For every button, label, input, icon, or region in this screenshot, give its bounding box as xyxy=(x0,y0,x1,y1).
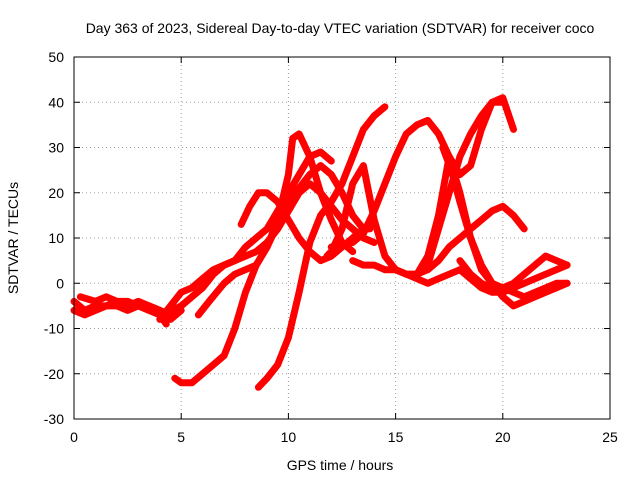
x-tick-label: 20 xyxy=(495,429,511,445)
x-tick-label: 15 xyxy=(388,429,404,445)
series-line-track-9 xyxy=(254,103,389,391)
x-tick-labels: 0 5 10 15 20 25 xyxy=(70,429,618,445)
y-tick-labels: -30 -20 -10 0 10 20 30 40 50 xyxy=(44,49,64,427)
y-axis-label: SDTVAR / TECUs xyxy=(5,182,21,294)
x-tick-label: 10 xyxy=(281,429,297,445)
series-line-track-15 xyxy=(439,144,571,310)
y-tick-label: 50 xyxy=(48,49,64,65)
series-line-track-11 xyxy=(327,94,517,251)
series-line-track-2 xyxy=(70,302,170,328)
x-tick-label: 0 xyxy=(70,429,78,445)
y-tick-label: 10 xyxy=(48,230,64,246)
y-tick-label: 40 xyxy=(48,94,64,110)
axis-ticks xyxy=(73,56,611,420)
series-line-track-4 xyxy=(156,148,335,323)
x-tick-label: 25 xyxy=(602,429,618,445)
series-line-track-13 xyxy=(392,261,571,296)
y-tick-label: 30 xyxy=(48,140,64,156)
y-tick-label: -20 xyxy=(44,366,64,382)
y-tick-label: 0 xyxy=(56,275,64,291)
y-tick-label: -30 xyxy=(44,411,64,427)
x-axis-label: GPS time / hours xyxy=(287,457,394,473)
x-tick-label: 5 xyxy=(177,429,185,445)
chart-title: Day 363 of 2023, Sidereal Day-to-day VTE… xyxy=(86,20,595,36)
series-line-track-16 xyxy=(456,252,571,292)
series-line-track-12 xyxy=(349,202,528,278)
series-group xyxy=(70,94,571,391)
y-tick-label: 20 xyxy=(48,185,64,201)
y-tick-label: -10 xyxy=(44,321,64,337)
